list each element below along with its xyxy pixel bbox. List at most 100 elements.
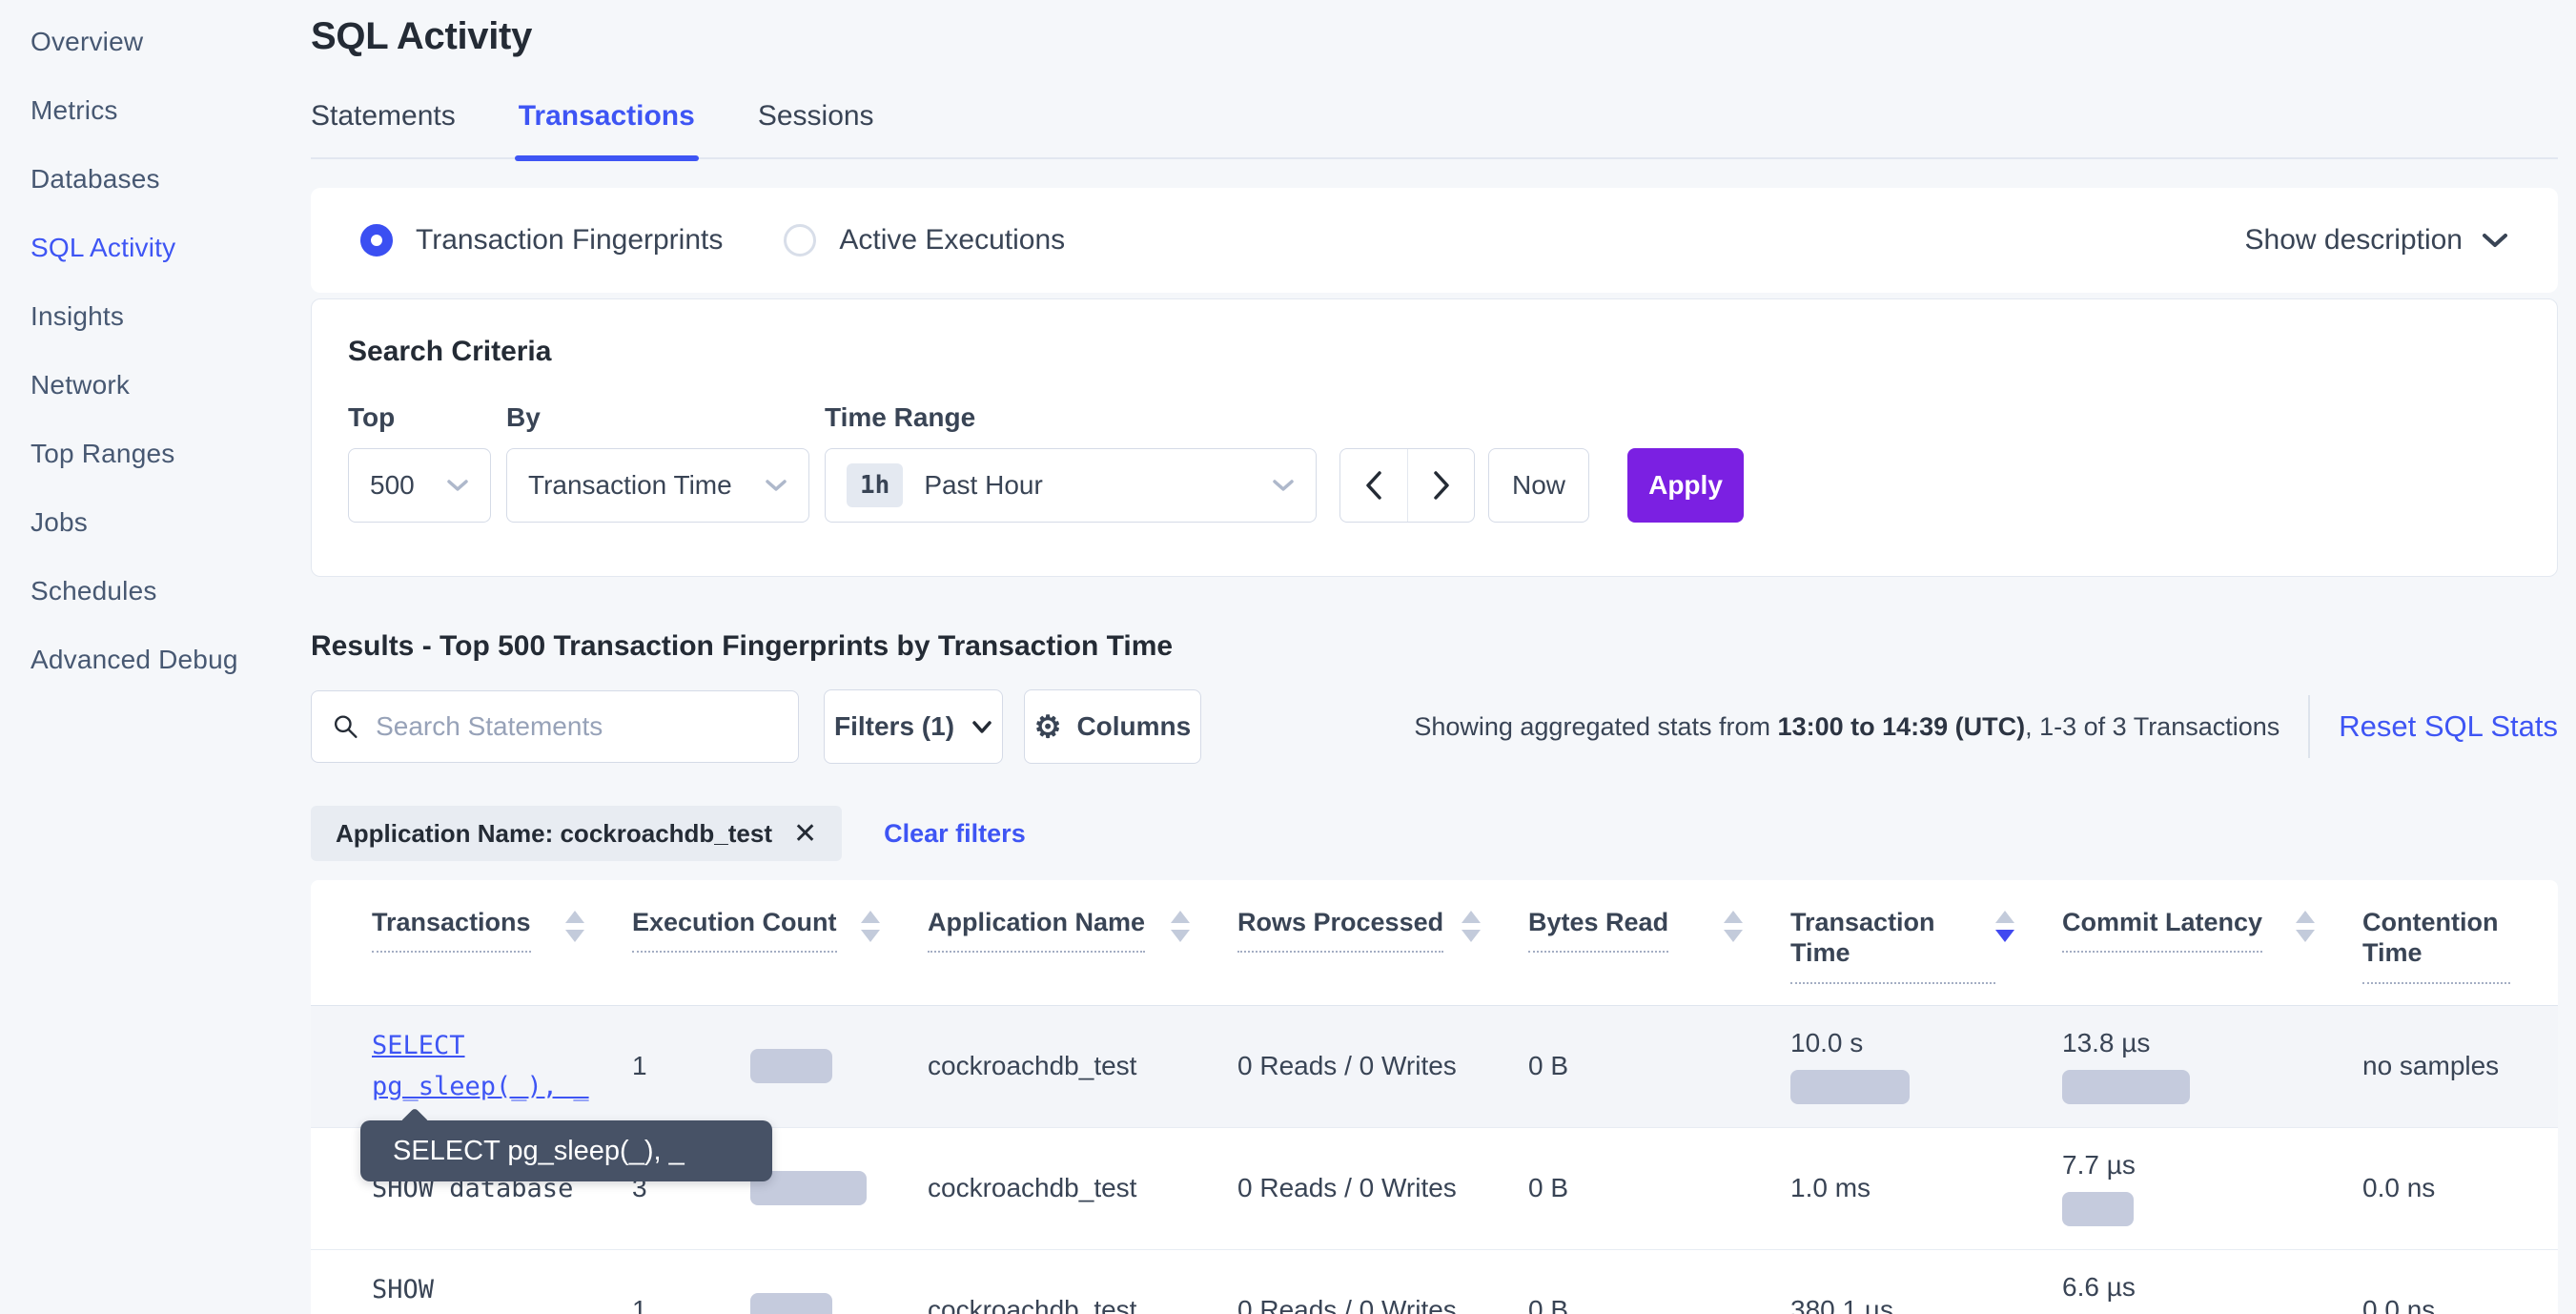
sort-icon[interactable] — [861, 911, 880, 942]
column-header-label[interactable]: Rows Processed — [1237, 907, 1444, 954]
search-box[interactable] — [311, 690, 799, 763]
tab-bar: Statements Transactions Sessions — [311, 100, 2558, 161]
time-range-select[interactable]: 1h Past Hour — [825, 448, 1317, 523]
search-criteria-title: Search Criteria — [348, 336, 552, 367]
transaction-time-cell: 1.0 ms — [1790, 1173, 1871, 1203]
column-header-label[interactable]: Commit Latency — [2062, 907, 2263, 954]
chevron-left-icon — [1366, 471, 1381, 500]
filters-label: Filters (1) — [833, 711, 955, 741]
contention-time-cell: 0.0 ns — [2362, 1295, 2436, 1314]
columns-button[interactable]: ⚙ Columns — [1024, 689, 1201, 764]
contention-time-cell: 0.0 ns — [2362, 1173, 2436, 1203]
sidebar-item-jobs[interactable]: Jobs — [31, 507, 88, 537]
search-icon — [334, 715, 358, 739]
column-header-commit-latency: Commit Latency — [2062, 907, 2362, 1005]
execution-count-bar — [750, 1049, 832, 1084]
sidebar-item-top-ranges[interactable]: Top Ranges — [31, 439, 175, 468]
search-input[interactable] — [376, 711, 777, 742]
results-heading: Results - Top 500 Transaction Fingerprin… — [311, 630, 1174, 662]
column-header-label[interactable]: Application Name — [928, 907, 1146, 954]
sort-icon[interactable] — [1171, 911, 1190, 942]
sidebar-item-overview[interactable]: Overview — [31, 27, 144, 56]
transaction-fingerprint-cell[interactable]: SHOW application_name — [372, 1275, 435, 1305]
time-range-value: Past Hour — [924, 470, 1043, 500]
commit-latency-cell: 6.6 µs — [2062, 1272, 2136, 1303]
aggregated-stats-text: Showing aggregated stats from 13:00 to 1… — [1414, 711, 2280, 741]
execution-count-bar — [750, 1293, 832, 1314]
page-title: SQL Activity — [311, 15, 533, 57]
sidebar-item-insights[interactable]: Insights — [31, 301, 125, 331]
chevron-down-icon — [766, 480, 787, 491]
now-button[interactable]: Now — [1488, 448, 1589, 523]
transactions-table: Transactions Execution Count Application… — [311, 880, 2558, 1314]
time-range-badge: 1h — [847, 463, 904, 507]
column-header-label[interactable]: Contention Time — [2362, 907, 2510, 984]
transaction-time-cell: 380.1 µs — [1790, 1295, 1893, 1314]
radio-transaction-fingerprints[interactable]: Transaction Fingerprints — [360, 224, 723, 257]
sidebar-item-sql-activity[interactable]: SQL Activity — [31, 233, 176, 262]
next-time-button[interactable] — [1407, 449, 1474, 522]
filter-chip-label: Application Name: cockroachdb_test — [336, 818, 772, 848]
apply-button[interactable]: Apply — [1627, 448, 1744, 523]
commit-latency-cell: 13.8 µs — [2062, 1028, 2362, 1105]
previous-time-button[interactable] — [1340, 449, 1407, 522]
radio-label: Active Executions — [839, 224, 1066, 256]
sidebar-item-schedules[interactable]: Schedules — [31, 576, 157, 606]
transaction-fingerprint-link[interactable]: SELECT pg_sleep(_), _ — [372, 1031, 589, 1102]
time-nav-arrows — [1339, 448, 1475, 523]
execution-count-cell: 1 — [632, 1293, 928, 1314]
column-header-rows-processed: Rows Processed — [1237, 907, 1528, 1005]
table-row[interactable]: SELECT pg_sleep(_), _ SELECT pg_sleep(_)… — [311, 1005, 2558, 1182]
radio-active-executions[interactable]: Active Executions — [784, 224, 1065, 257]
sidebar-item-network[interactable]: Network — [31, 370, 131, 400]
sidebar: Overview Metrics Databases SQL Activity … — [0, 0, 296, 1314]
tab-statements[interactable]: Statements — [311, 100, 456, 132]
transaction-time-cell: 10.0 s — [1790, 1028, 2062, 1105]
commit-latency-cell: 7.7 µs — [2062, 1150, 2362, 1227]
column-header-label[interactable]: Transaction Time — [1790, 907, 1995, 984]
column-header-transactions: Transactions — [372, 907, 632, 1005]
sort-icon[interactable] — [565, 911, 584, 942]
rows-processed-cell: 0 Reads / 0 Writes — [1237, 1173, 1457, 1203]
close-icon[interactable]: ✕ — [793, 817, 818, 850]
table-row[interactable]: SHOW application_name 1 cockroachdb_test… — [311, 1250, 2558, 1314]
sidebar-item-metrics[interactable]: Metrics — [31, 95, 118, 125]
transaction-tooltip: SELECT pg_sleep(_), _ — [360, 1120, 772, 1182]
chevron-down-icon — [1273, 480, 1294, 491]
reset-sql-stats-link[interactable]: Reset SQL Stats — [2339, 709, 2558, 743]
sort-icon[interactable] — [1724, 911, 1743, 942]
column-header-bytes-read: Bytes Read — [1528, 907, 1790, 1005]
sort-icon[interactable] — [2296, 911, 2315, 942]
clear-filters-link[interactable]: Clear filters — [884, 818, 1026, 848]
top-select-value: 500 — [370, 470, 415, 500]
by-select[interactable]: Transaction Time — [506, 448, 809, 523]
column-header-contention-time: Contention Time — [2362, 907, 2558, 1005]
filter-chip-application-name[interactable]: Application Name: cockroachdb_test ✕ — [311, 806, 843, 861]
column-header-label[interactable]: Execution Count — [632, 907, 837, 954]
show-description-toggle[interactable]: Show description — [2245, 224, 2508, 257]
main-content: SQL Activity Statements Transactions Ses… — [296, 0, 2576, 1314]
sort-icon-active-desc[interactable] — [1995, 911, 2014, 942]
top-select[interactable]: 500 — [348, 448, 491, 523]
radio-selected-icon[interactable] — [360, 224, 393, 257]
application-name-cell: cockroachdb_test — [928, 1173, 1137, 1203]
radio-unselected-icon[interactable] — [784, 224, 817, 257]
sort-icon[interactable] — [1462, 911, 1481, 942]
time-range-field: Time Range 1h Past Hour — [825, 402, 1317, 523]
sidebar-item-advanced-debug[interactable]: Advanced Debug — [31, 645, 238, 674]
commit-latency-bar — [2062, 1192, 2134, 1227]
sidebar-item-databases[interactable]: Databases — [31, 164, 160, 194]
by-field: By Transaction Time — [506, 402, 809, 523]
results-controls: Filters (1) ⚙ Columns Showing aggregated… — [311, 689, 2558, 764]
tab-transactions[interactable]: Transactions — [514, 100, 699, 161]
tab-sessions[interactable]: Sessions — [757, 100, 874, 132]
top-label: Top — [348, 402, 396, 432]
bytes-read-cell: 0 B — [1528, 1051, 1569, 1081]
chevron-down-icon — [2483, 234, 2507, 247]
column-header-label[interactable]: Transactions — [372, 907, 531, 954]
filters-button[interactable]: Filters (1) — [824, 689, 1003, 764]
chevron-down-icon — [972, 720, 992, 733]
chevron-right-icon — [1433, 471, 1449, 500]
column-header-label[interactable]: Bytes Read — [1528, 907, 1669, 954]
